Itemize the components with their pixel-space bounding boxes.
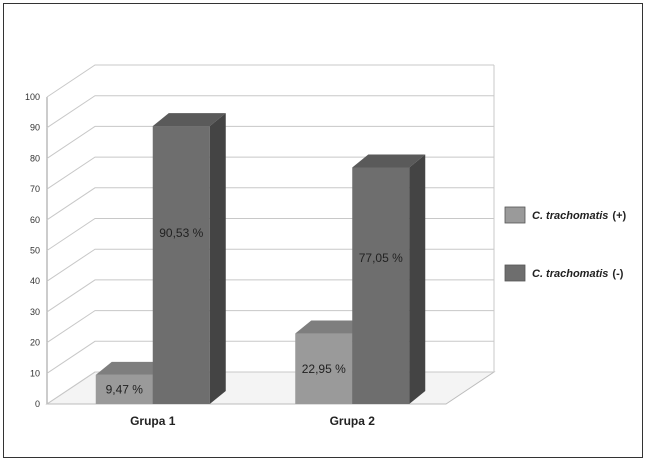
gridline [46,64,494,98]
y-tick-label: 0 [35,399,40,409]
legend: C. trachomatis (+) C. trachomatis (-) [504,206,627,282]
bar-1-series-2: 90,53 % [152,113,226,404]
bar-2-series-1: 22,95 % [295,320,369,404]
y-tick-label: 30 [30,307,40,317]
x-category-label: Grupa 1 [130,414,176,428]
y-tick-label: 80 [30,153,40,163]
bar-front [95,374,153,404]
y-tick-label: 20 [30,338,40,348]
bar-2-series-2: 77,05 % [352,154,426,404]
bar-front [295,333,353,404]
y-tick-label: 40 [30,276,40,286]
legend-name: C. trachomatis [532,210,608,222]
data-label: 90,53 % [159,226,203,240]
bar-top [152,113,226,127]
legend-label: C. trachomatis (+) [532,210,627,222]
legend-item-1: C. trachomatis (+) [504,206,627,224]
bar-front [152,126,210,404]
y-tick-label: 60 [30,215,40,225]
bar-top [95,361,169,375]
x-category-label: Grupa 2 [330,414,376,428]
data-label: 22,95 % [302,362,346,376]
y-axis-ticks: 0 10 20 30 40 50 60 70 80 90 100 [25,92,40,409]
x-axis-labels: Grupa 1 Grupa 2 [130,414,375,428]
y-tick-label: 10 [30,368,40,378]
gridline [46,95,494,129]
gridline [46,125,494,159]
legend-sign: (+) [612,210,626,222]
legend-swatch [504,206,526,224]
bars: 9,47 % 90,53 % 22,95 % 77,05 % [95,113,426,404]
chart-walls [45,65,496,405]
bar-side [409,154,426,404]
legend-label: C. trachomatis (-) [532,268,624,280]
bar-top [352,154,426,168]
y-tick-label: 90 [30,123,40,133]
legend-swatch [504,264,526,282]
data-label: 9,47 % [106,382,144,396]
legend-sign: (-) [612,268,623,280]
y-tick-label: 100 [25,92,40,102]
y-tick-label: 70 [30,184,40,194]
y-tick-label: 50 [30,246,40,256]
bar-top [295,320,369,334]
legend-name: C. trachomatis [532,268,608,280]
bar-front [352,167,410,404]
data-label: 77,05 % [359,251,403,265]
legend-item-2: C. trachomatis (-) [504,264,624,282]
bar-side [209,113,226,404]
gridline [46,156,494,190]
